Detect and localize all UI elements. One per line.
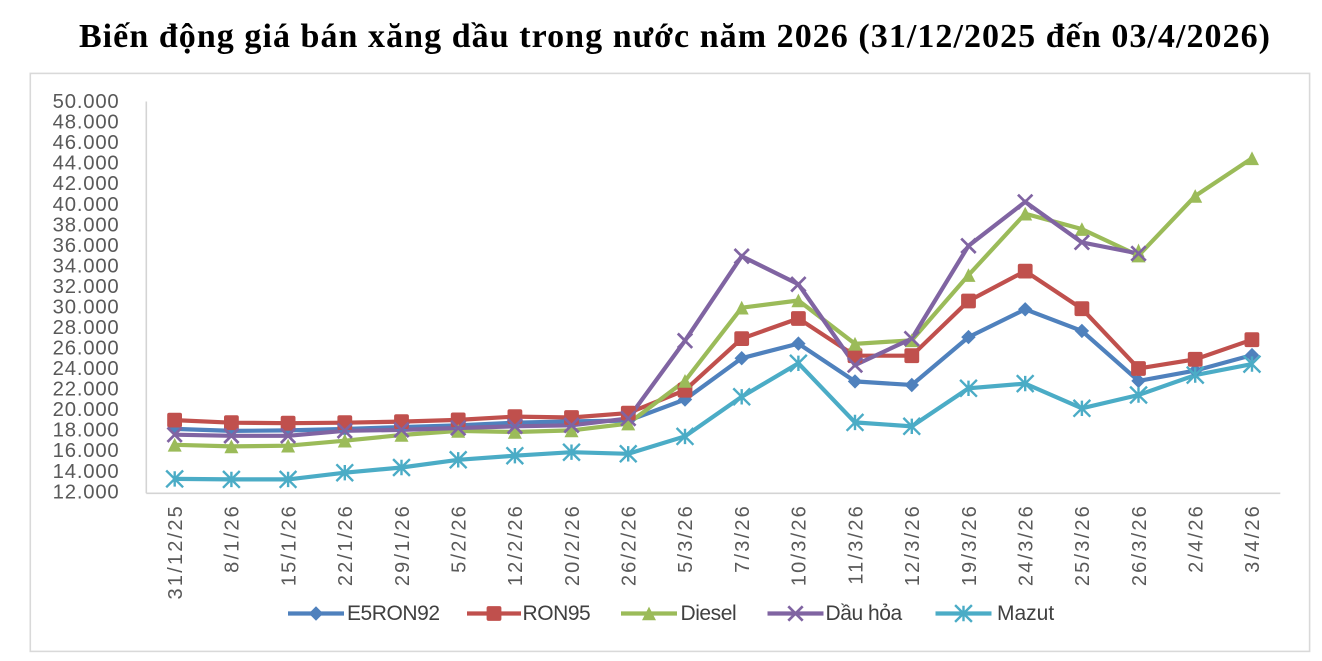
svg-text:12/2/26: 12/2/26 xyxy=(505,504,527,586)
svg-text:7/3/26: 7/3/26 xyxy=(732,504,754,573)
svg-text:16.000: 16.000 xyxy=(53,440,120,462)
svg-text:32.000: 32.000 xyxy=(53,276,120,298)
svg-text:50.000: 50.000 xyxy=(53,91,120,113)
svg-text:26.000: 26.000 xyxy=(53,338,120,360)
svg-text:3/4/26: 3/4/26 xyxy=(1242,504,1264,573)
svg-text:19/3/26: 19/3/26 xyxy=(959,504,981,586)
svg-text:42.000: 42.000 xyxy=(53,173,120,195)
svg-text:8/1/26: 8/1/26 xyxy=(222,504,244,573)
svg-text:5/3/26: 5/3/26 xyxy=(675,504,697,573)
svg-text:Mazut: Mazut xyxy=(997,602,1054,625)
svg-text:2/4/26: 2/4/26 xyxy=(1186,504,1208,573)
svg-text:20/2/26: 20/2/26 xyxy=(562,504,584,586)
svg-text:Diesel: Diesel xyxy=(681,602,737,625)
svg-text:44.000: 44.000 xyxy=(53,153,120,175)
svg-text:E5RON92: E5RON92 xyxy=(347,602,440,625)
svg-text:RON95: RON95 xyxy=(523,602,591,625)
svg-text:38.000: 38.000 xyxy=(53,214,120,236)
svg-text:31/12/25: 31/12/25 xyxy=(165,504,187,599)
svg-text:30.000: 30.000 xyxy=(53,297,120,319)
svg-text:25/3/26: 25/3/26 xyxy=(1072,504,1094,586)
svg-text:18.000: 18.000 xyxy=(53,420,120,442)
svg-text:34.000: 34.000 xyxy=(53,255,120,277)
svg-text:11/3/26: 11/3/26 xyxy=(845,504,867,585)
svg-text:26/2/26: 26/2/26 xyxy=(619,504,641,586)
svg-text:40.000: 40.000 xyxy=(53,194,120,216)
svg-text:20.000: 20.000 xyxy=(53,399,120,421)
svg-text:Dầu hỏa: Dầu hỏa xyxy=(826,602,903,625)
svg-text:10/3/26: 10/3/26 xyxy=(789,504,811,586)
svg-text:29/1/26: 29/1/26 xyxy=(392,504,414,586)
svg-text:28.000: 28.000 xyxy=(53,317,120,339)
svg-text:12.000: 12.000 xyxy=(53,481,120,503)
svg-text:15/1/26: 15/1/26 xyxy=(278,504,300,586)
svg-text:36.000: 36.000 xyxy=(53,235,120,257)
svg-text:5/2/26: 5/2/26 xyxy=(449,504,471,573)
svg-text:24.000: 24.000 xyxy=(53,358,120,380)
svg-text:24/3/26: 24/3/26 xyxy=(1016,504,1038,586)
svg-text:22/1/26: 22/1/26 xyxy=(335,504,357,586)
svg-text:22.000: 22.000 xyxy=(53,379,120,401)
svg-text:48.000: 48.000 xyxy=(53,112,120,134)
svg-text:14.000: 14.000 xyxy=(53,461,120,483)
svg-text:26/3/26: 26/3/26 xyxy=(1129,504,1151,586)
svg-text:46.000: 46.000 xyxy=(53,132,120,154)
svg-text:12/3/26: 12/3/26 xyxy=(902,504,924,586)
